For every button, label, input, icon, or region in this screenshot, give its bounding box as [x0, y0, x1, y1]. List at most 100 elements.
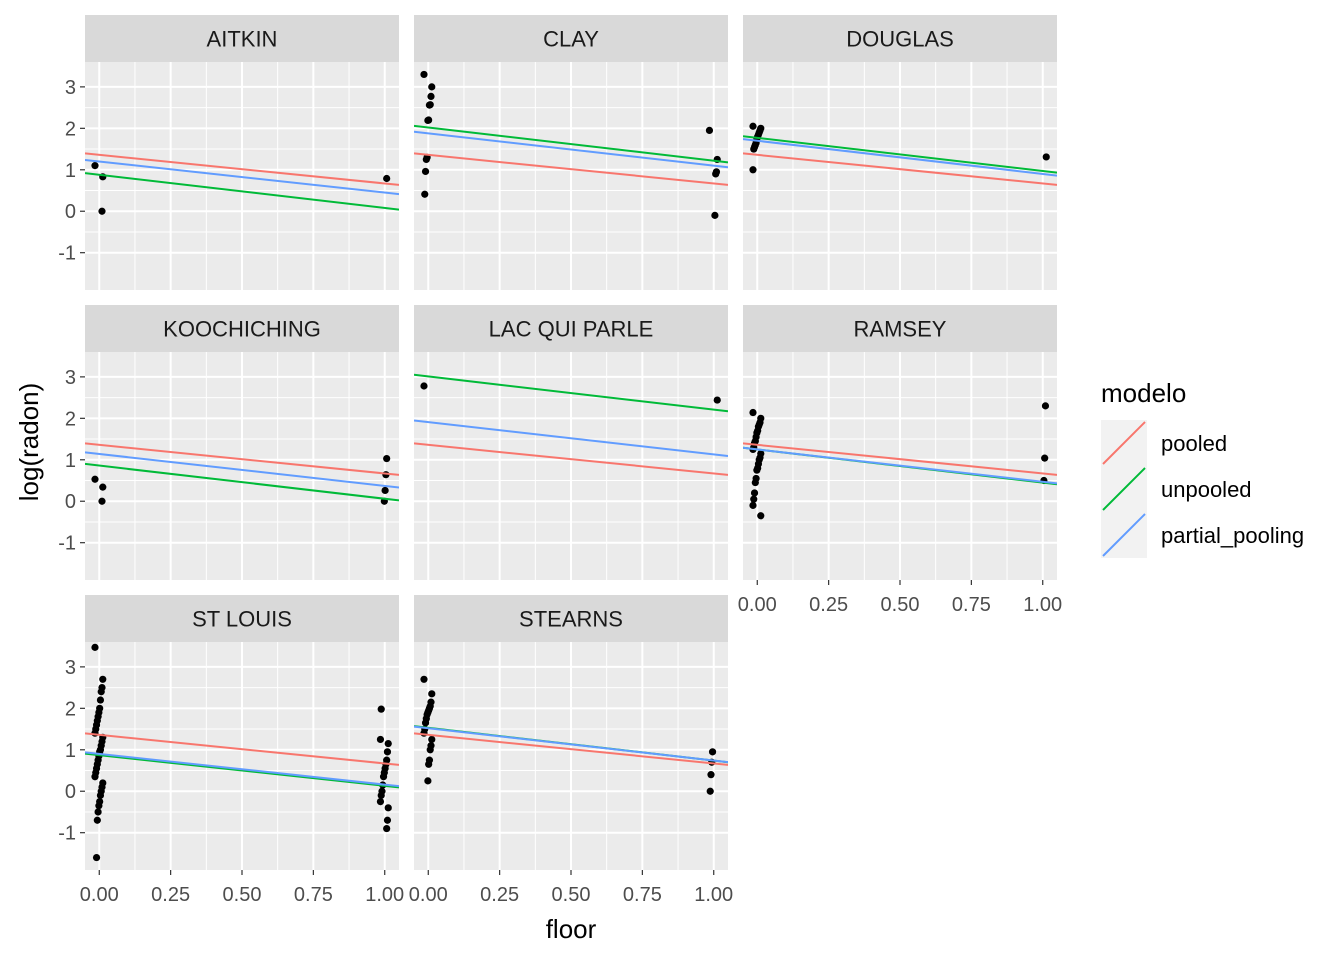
- data-point: [379, 773, 388, 781]
- strip-label: RAMSEY: [854, 317, 947, 342]
- strip-label: ST LOUIS: [192, 607, 292, 632]
- legend: modelo pooled unpooled partial_pooling: [1101, 378, 1304, 558]
- legend-label: partial_pooling: [1161, 523, 1304, 548]
- x-tick-label: 0.75: [952, 594, 991, 616]
- y-tick-label: -1: [58, 243, 76, 265]
- y-tick-label: 3: [65, 367, 76, 389]
- x-tick-label: 0.00: [80, 884, 119, 906]
- panel-stearns: STEARNS 0.00 0.25 0.50 0.75 1.00: [409, 595, 733, 906]
- legend-item-pooled: pooled: [1101, 420, 1227, 466]
- line-pooled: [743, 152, 1057, 186]
- data-point: [750, 145, 758, 153]
- panel-plot-area: [85, 352, 399, 580]
- line-pooled: [85, 442, 399, 476]
- data-point: [381, 486, 389, 495]
- x-tick-label: 1.00: [1023, 594, 1062, 616]
- data-point: [93, 816, 101, 824]
- line-pooled: [414, 152, 728, 186]
- line-unpooled: [414, 124, 728, 164]
- x-tick-label: 0.00: [738, 594, 777, 616]
- legend-label: unpooled: [1161, 477, 1252, 502]
- facet-panels: AITKIN -1 0 1 2 3 CLAY DOUGLAS KOOCHICHING -1 0 1 2 3…: [58, 15, 1062, 906]
- line-partial-pooling: [85, 451, 399, 489]
- strip-douglas: [743, 15, 1057, 62]
- data-point: [95, 802, 103, 810]
- data-point: [91, 773, 99, 781]
- data-point: [749, 122, 757, 130]
- data-point: [749, 501, 757, 509]
- data-point: [383, 824, 391, 833]
- y-tick-label: 3: [65, 657, 76, 679]
- line-pooled: [414, 732, 728, 766]
- panel-plot-area: [743, 352, 1057, 580]
- data-point: [384, 739, 392, 748]
- data-point: [428, 83, 436, 91]
- data-point: [427, 92, 435, 101]
- line-unpooled: [85, 752, 399, 789]
- data-point: [712, 170, 720, 178]
- data-point: [98, 207, 106, 215]
- data-point: [383, 174, 391, 183]
- data-point: [425, 760, 433, 768]
- data-point: [749, 408, 757, 417]
- x-tick-label: 0.00: [409, 884, 448, 906]
- panel-st-louis: ST LOUIS -1 0 1 2 3 0.00 0.25 0.50 0.75 1.00: [58, 595, 404, 906]
- x-tick-label: 0.25: [480, 884, 519, 906]
- data-point: [424, 116, 432, 125]
- data-point: [424, 777, 432, 785]
- legend-label: pooled: [1161, 431, 1227, 456]
- data-point: [1041, 402, 1050, 410]
- data-point: [91, 475, 99, 483]
- data-point: [421, 719, 430, 727]
- strip-st-louis: [85, 595, 399, 642]
- data-point: [705, 126, 714, 134]
- data-point: [707, 771, 715, 779]
- strip-label: AITKIN: [207, 27, 278, 52]
- strip-stearns: [414, 595, 728, 642]
- data-point: [420, 675, 428, 683]
- strip-lac-qui-parle: [414, 305, 728, 352]
- line-partial-pooling: [743, 138, 1057, 177]
- x-tick-label: 1.00: [365, 884, 404, 906]
- y-tick-label: 0: [65, 781, 76, 803]
- data-point: [428, 735, 436, 744]
- data-point: [94, 808, 102, 816]
- strip-label: KOOCHICHING: [163, 317, 321, 342]
- panel-plot-area: [414, 62, 728, 290]
- panel-douglas: DOUGLAS: [743, 15, 1057, 290]
- strip-label: DOUGLAS: [846, 27, 954, 52]
- data-point: [96, 791, 105, 799]
- data-point: [1041, 454, 1049, 462]
- data-point: [422, 155, 430, 164]
- strip-ramsey: [743, 305, 1057, 352]
- data-point: [711, 211, 719, 219]
- line-pooled: [85, 152, 399, 186]
- line-pooled: [414, 442, 728, 476]
- data-point: [376, 735, 385, 744]
- data-point: [713, 396, 721, 404]
- y-tick-label: 0: [65, 491, 76, 513]
- data-point: [757, 512, 765, 520]
- panel-ramsey: RAMSEY 0.00 0.25 0.50 0.75 1.00: [738, 305, 1062, 616]
- legend-item-partial-pooling: partial_pooling: [1101, 512, 1304, 558]
- panel-koochiching: KOOCHICHING -1 0 1 2 3: [58, 305, 399, 580]
- y-tick-label: 3: [65, 77, 76, 99]
- y-tick-label: 2: [65, 408, 76, 430]
- strip-label: CLAY: [543, 27, 599, 52]
- data-point: [420, 70, 428, 79]
- y-tick-label: 1: [65, 160, 76, 182]
- panel-lac-qui-parle: LAC QUI PARLE: [414, 305, 728, 580]
- y-tick-label: 1: [65, 740, 76, 762]
- y-axis-title: log(radon): [14, 383, 44, 502]
- line-unpooled: [85, 172, 399, 211]
- y-tick-label: 1: [65, 450, 76, 472]
- data-point: [376, 798, 385, 806]
- strip-clay: [414, 15, 728, 62]
- x-tick-label: 0.75: [623, 884, 662, 906]
- data-point: [750, 495, 758, 503]
- legend-key-line: [1102, 513, 1146, 557]
- y-tick-label: -1: [58, 823, 76, 845]
- data-point: [426, 746, 434, 754]
- data-point: [377, 705, 385, 713]
- data-point: [428, 690, 436, 698]
